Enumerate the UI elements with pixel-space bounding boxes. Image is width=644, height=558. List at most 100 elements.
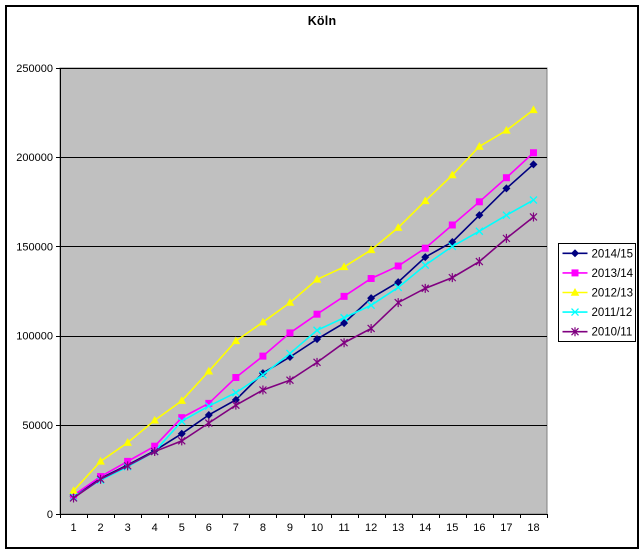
data-point-marker xyxy=(123,438,132,446)
data-point-marker xyxy=(366,245,376,254)
y-axis-label: 150000 xyxy=(16,241,53,253)
data-point-marker xyxy=(448,170,457,179)
data-point-marker xyxy=(529,160,538,169)
data-point-marker xyxy=(286,375,294,385)
data-point-marker xyxy=(150,415,159,424)
data-point-marker xyxy=(475,141,484,150)
data-point-marker xyxy=(178,414,186,422)
legend-entry-2011-12: 2011/12 xyxy=(562,307,633,319)
legend-entry-2013-14: 2013/14 xyxy=(562,268,634,280)
data-point-marker xyxy=(502,174,510,182)
data-point-marker xyxy=(394,278,403,287)
series-line-2013-14 xyxy=(73,152,535,496)
data-point-marker xyxy=(231,395,240,404)
data-point-marker xyxy=(421,244,429,252)
legend-entry-2014-15: 2014/15 xyxy=(562,248,634,260)
data-point-marker xyxy=(285,298,295,306)
data-point-marker xyxy=(286,329,294,337)
data-point-marker xyxy=(571,327,579,337)
x-axis-label: 1 xyxy=(70,522,76,534)
data-point-marker xyxy=(529,196,538,204)
x-axis-label: 17 xyxy=(500,522,512,534)
series-line-2012-13 xyxy=(72,109,534,492)
x-axis-label: 8 xyxy=(260,522,266,534)
data-point-marker xyxy=(502,211,511,220)
legend-label: 2010/11 xyxy=(592,327,633,339)
x-axis-label: 10 xyxy=(311,522,323,534)
data-point-marker xyxy=(204,410,213,419)
data-point-marker xyxy=(313,310,321,318)
data-point-marker xyxy=(123,461,132,471)
data-point-marker xyxy=(313,335,322,344)
data-point-marker xyxy=(475,257,484,267)
x-axis-label: 6 xyxy=(206,522,212,534)
data-point-marker xyxy=(312,274,322,283)
data-point-marker xyxy=(231,400,240,410)
data-point-marker xyxy=(150,447,159,457)
data-point-marker xyxy=(529,105,538,114)
data-point-marker xyxy=(448,242,457,251)
data-point-marker xyxy=(393,223,403,231)
data-point-marker xyxy=(420,196,430,205)
legend-entry-2010-11: 2010/11 xyxy=(562,327,633,339)
chart-outer-border xyxy=(5,5,639,549)
y-axis-label: 0 xyxy=(47,509,53,521)
data-point-marker xyxy=(529,212,538,222)
data-point-marker xyxy=(177,429,186,438)
series-line-2010-11 xyxy=(73,216,534,499)
data-point-marker xyxy=(448,273,457,283)
data-point-marker xyxy=(502,184,511,193)
data-point-marker xyxy=(258,370,267,379)
legend-label: 2014/15 xyxy=(592,248,634,260)
data-point-marker xyxy=(475,211,484,220)
data-point-marker xyxy=(340,313,349,322)
data-point-marker xyxy=(231,388,240,397)
x-axis-label: 9 xyxy=(287,522,293,534)
series-2012-13 xyxy=(69,105,538,495)
data-point-marker xyxy=(570,288,580,296)
data-point-marker xyxy=(69,486,78,495)
legend-label: 2011/12 xyxy=(592,307,633,319)
data-point-marker xyxy=(340,338,349,348)
legend-label: 2012/13 xyxy=(592,288,634,300)
data-point-marker xyxy=(394,262,402,270)
data-point-marker xyxy=(177,417,186,426)
data-point-marker xyxy=(313,326,321,335)
x-axis-label: 16 xyxy=(473,522,485,534)
x-axis-label: 7 xyxy=(233,522,239,534)
x-axis-label: 12 xyxy=(365,522,377,534)
data-point-marker xyxy=(204,418,213,428)
data-point-marker xyxy=(151,442,159,450)
data-point-marker xyxy=(259,352,267,360)
x-axis-label: 11 xyxy=(338,522,349,534)
data-point-marker xyxy=(96,456,105,465)
x-axis-label: 18 xyxy=(527,522,539,534)
data-point-marker xyxy=(205,399,213,407)
data-point-marker xyxy=(367,323,376,333)
data-point-marker xyxy=(177,436,186,446)
data-point-marker xyxy=(286,349,294,358)
data-point-marker xyxy=(571,269,579,277)
series-2010-11 xyxy=(69,212,538,503)
y-axis-label: 250000 xyxy=(16,63,53,75)
data-point-marker xyxy=(340,292,348,300)
data-point-marker xyxy=(96,474,105,484)
x-axis-label: 5 xyxy=(179,522,185,534)
data-point-marker xyxy=(502,125,511,134)
data-point-marker xyxy=(258,369,267,378)
data-point-marker xyxy=(421,283,430,293)
data-point-marker xyxy=(421,253,430,262)
x-axis-label: 3 xyxy=(125,522,131,534)
data-point-marker xyxy=(421,261,430,270)
data-point-marker xyxy=(258,317,268,326)
data-point-marker xyxy=(571,308,579,317)
data-point-marker xyxy=(204,366,214,375)
legend-entry-2012-13: 2012/13 xyxy=(562,288,634,300)
data-point-marker xyxy=(529,149,537,157)
data-point-marker xyxy=(394,298,403,308)
data-point-marker xyxy=(258,385,267,395)
legend-box xyxy=(558,243,636,342)
data-point-marker xyxy=(339,262,349,271)
